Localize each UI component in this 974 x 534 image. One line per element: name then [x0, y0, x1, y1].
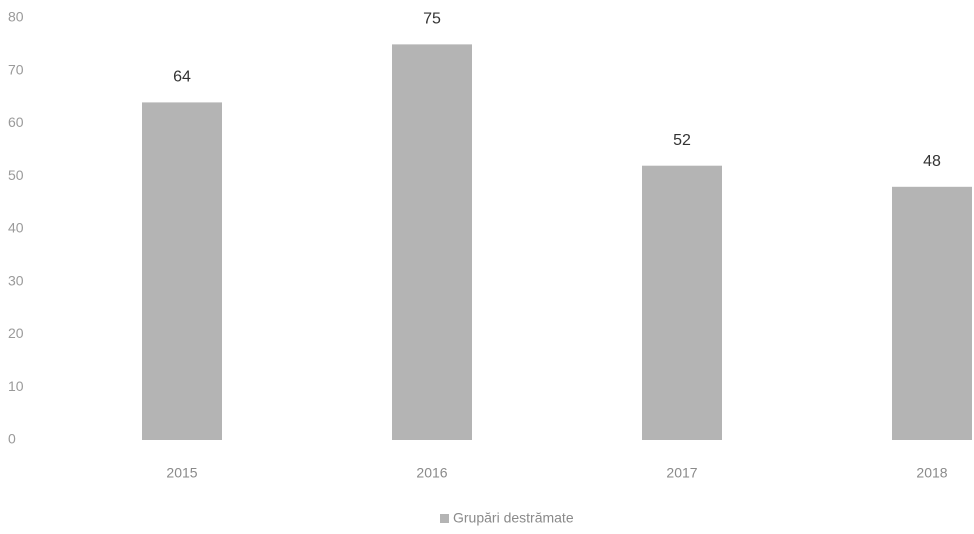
x-tick-label: 2015	[166, 465, 197, 481]
x-tick-label: 2016	[416, 465, 447, 481]
y-tick-label: 40	[8, 220, 24, 236]
y-tick-label: 20	[8, 325, 24, 341]
y-tick-label: 50	[8, 167, 24, 183]
x-tick-label: 2017	[666, 465, 697, 481]
data-label: 75	[423, 11, 441, 28]
data-label: 64	[173, 69, 191, 86]
bar	[642, 165, 722, 440]
data-label: 48	[923, 153, 941, 170]
y-tick-label: 60	[8, 114, 24, 130]
data-label: 52	[673, 132, 691, 149]
bar	[142, 102, 222, 441]
y-tick-label: 0	[8, 431, 16, 447]
legend-swatch	[440, 514, 449, 523]
y-tick-label: 10	[8, 378, 24, 394]
legend-label: Grupări destrămate	[453, 510, 574, 526]
y-tick-label: 30	[8, 272, 24, 288]
y-tick-label: 80	[8, 9, 24, 25]
bar	[392, 44, 472, 440]
bar	[892, 186, 972, 440]
y-tick-label: 70	[8, 61, 24, 77]
x-tick-label: 2018	[916, 465, 947, 481]
